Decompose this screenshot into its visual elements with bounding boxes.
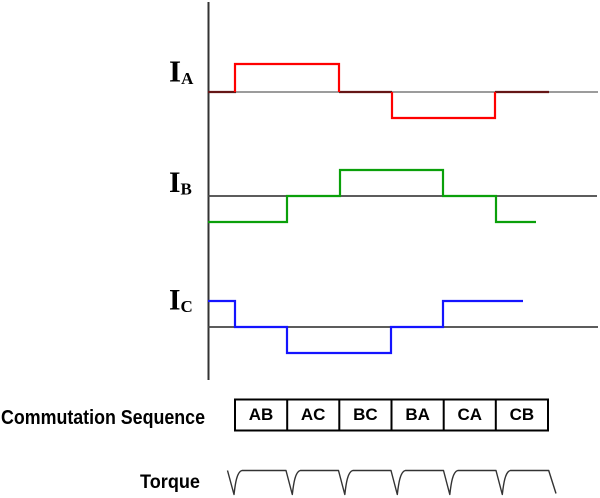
svg-text:Commutation Sequence: Commutation Sequence (1, 407, 205, 429)
svg-text:IA: IA (169, 54, 194, 89)
svg-text:AC: AC (301, 405, 326, 424)
svg-text:CA: CA (458, 405, 483, 424)
svg-text:BC: BC (353, 405, 378, 424)
svg-text:IC: IC (169, 285, 193, 317)
svg-text:AB: AB (249, 405, 274, 424)
svg-text:BA: BA (405, 405, 430, 424)
svg-text:CB: CB (510, 405, 535, 424)
svg-text:IB: IB (169, 167, 192, 199)
svg-text:Torque: Torque (140, 471, 200, 493)
